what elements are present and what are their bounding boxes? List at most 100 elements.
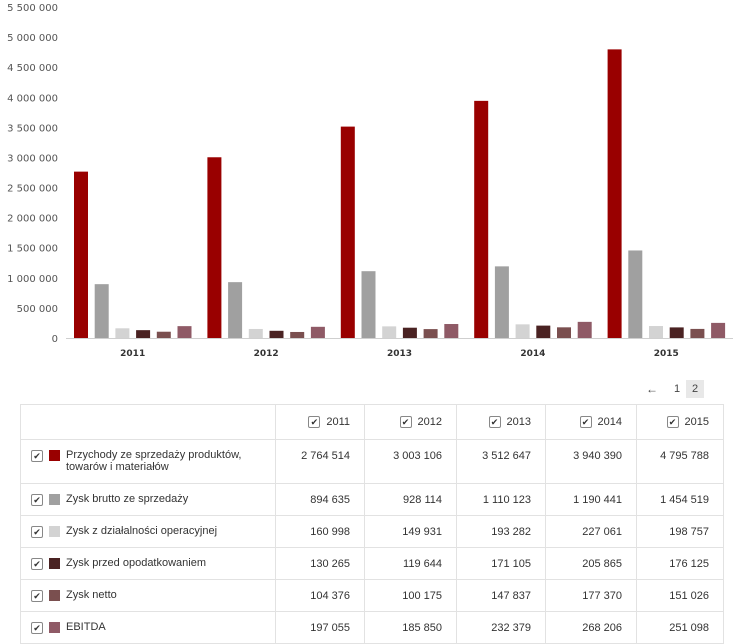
table-cell: 198 757 [636,515,724,548]
table-cell: 894 635 [275,483,365,516]
bar[interactable] [649,326,663,338]
year-checkbox[interactable]: ✔ [399,416,412,428]
bar[interactable] [177,326,192,338]
bar[interactable] [382,326,397,338]
y-tick-label: 4 500 000 [7,63,58,74]
bar[interactable] [228,282,243,338]
bar-chart: 0 500 000 1 000 000 1 500 000 2 000 000 2 500… [7,3,733,359]
table-cell: 119 644 [364,547,457,580]
pagination: ← 1 2 [646,380,704,398]
y-tick-label: 1 000 000 [7,274,58,285]
y-tick-label: 500 000 [17,304,58,315]
series-checkbox[interactable]: ✔ [31,590,43,602]
bar[interactable] [669,327,684,338]
x-tick-label: 2011 [120,349,145,359]
table-cell: 1 454 519 [636,483,724,516]
table-cell: 1 190 441 [545,483,637,516]
bar[interactable] [557,327,571,338]
bar[interactable] [136,330,151,338]
bar[interactable] [310,326,325,338]
year-header: ✔ 2015 [636,404,724,440]
bar[interactable] [115,328,130,338]
prev-page-arrow-icon[interactable]: ← [646,382,658,396]
bar[interactable] [711,322,726,338]
table-cell: 4 795 788 [636,439,724,484]
bar[interactable] [402,327,417,338]
table-cell: 1 110 123 [456,483,546,516]
bar[interactable] [536,325,551,338]
bar[interactable] [444,324,459,338]
bar[interactable] [423,329,438,338]
table-cell: 151 026 [636,579,724,612]
bar[interactable] [577,321,592,338]
series-checkbox[interactable]: ✔ [31,450,43,462]
year-header: ✔ 2014 [545,404,637,440]
series-checkbox[interactable]: ✔ [31,494,43,506]
row-label-cell: ✔ EBITDA [20,611,276,644]
year-label: 2014 [597,416,622,428]
year-checkbox[interactable]: ✔ [488,416,501,428]
table-cell: 205 865 [545,547,637,580]
data-table: ✔ 2011 ✔ 2012 ✔ 2013 ✔ 2014 ✔ 2015 ✔ Przychod… [20,404,724,644]
page-2-link[interactable]: 2 [686,380,704,398]
bar[interactable] [290,331,305,338]
table-cell: 130 265 [275,547,365,580]
table-row: ✔ Zysk przed opodatkowaniem 130 265 119 … [20,547,724,580]
bar[interactable] [361,271,376,338]
bar[interactable] [340,126,355,339]
table-cell: 2 764 514 [275,439,365,484]
y-axis: 0 500 000 1 000 000 1 500 000 2 000 000 2 500… [7,3,58,345]
x-tick-label: 2014 [520,349,545,359]
series-label: Przychody ze sprzedaży produktów, towaró… [66,449,242,473]
x-tick-label: 2013 [387,349,412,359]
series-color-swatch [49,494,60,505]
table-cell: 227 061 [545,515,637,548]
bar[interactable] [207,157,222,338]
y-tick-label: 5 000 000 [7,33,58,44]
series-color-swatch [49,622,60,633]
table-cell: 197 055 [275,611,365,644]
table-cell: 185 850 [364,611,457,644]
row-label-cell: ✔ Zysk netto [20,579,276,612]
table-row: ✔ Zysk netto 104 376 100 175 147 837 177… [20,579,724,612]
bar[interactable] [156,331,171,338]
table-cell: 3 003 106 [364,439,457,484]
bar[interactable] [494,266,509,338]
bar[interactable] [94,284,109,338]
series-checkbox[interactable]: ✔ [31,558,43,570]
series-checkbox[interactable]: ✔ [31,622,43,634]
row-label-cell: ✔ Zysk z działalności operacyjnej [20,515,276,548]
year-label: 2012 [417,416,442,428]
bar[interactable] [690,328,705,338]
bar[interactable] [248,328,263,338]
bar[interactable] [607,49,622,338]
table-cell: 193 282 [456,515,546,548]
year-checkbox[interactable]: ✔ [579,416,592,428]
series-checkbox[interactable]: ✔ [31,526,43,538]
table-row: ✔ Zysk z działalności operacyjnej 160 99… [20,515,724,548]
table-cell: 160 998 [275,515,365,548]
x-axis: 2011 2012 2013 2014 2015 [120,349,679,359]
series-label: EBITDA [66,621,106,633]
table-cell: 149 931 [364,515,457,548]
year-checkbox[interactable]: ✔ [666,416,679,428]
table-cell: 3 512 647 [456,439,546,484]
y-tick-label: 1 500 000 [7,244,58,255]
table-cell: 176 125 [636,547,724,580]
table-cell: 171 105 [456,547,546,580]
page-1-link[interactable]: 1 [673,383,681,395]
y-tick-label: 3 000 000 [7,153,58,164]
bar[interactable] [474,100,489,338]
bar[interactable] [628,250,643,338]
y-tick-label: 0 [52,334,58,345]
series-color-swatch [49,590,60,601]
bar[interactable] [74,171,88,338]
table-row: ✔ Przychody ze sprzedaży produktów, towa… [20,439,724,484]
y-tick-label: 3 500 000 [7,123,58,134]
bar[interactable] [515,324,530,338]
x-tick-label: 2012 [254,349,279,359]
bar[interactable] [269,330,284,338]
year-checkbox[interactable]: ✔ [308,416,321,428]
table-cell: 232 379 [456,611,546,644]
series-label: Zysk z działalności operacyjnej [66,525,218,537]
